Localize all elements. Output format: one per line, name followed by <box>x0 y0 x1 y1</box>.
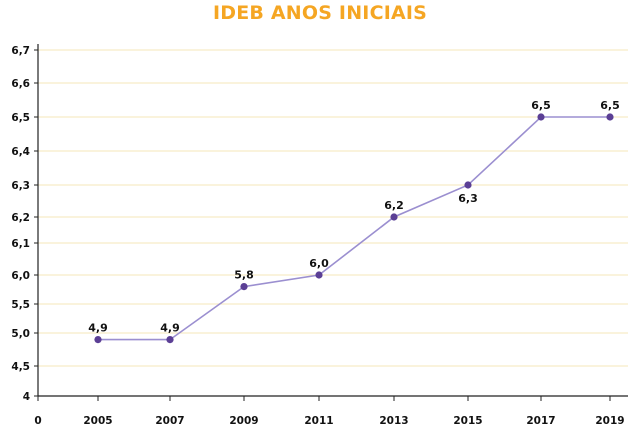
data-point <box>94 336 102 344</box>
y-tick-label: 6,6 <box>11 78 30 90</box>
data-label: 6,5 <box>531 99 551 112</box>
y-tick-label: 6,0 <box>11 270 30 282</box>
data-labels: 4,9 4,9 5,8 6,0 6,2 6,3 6,5 6,5 <box>88 99 620 335</box>
series <box>94 113 614 344</box>
x-tick-label: 2019 <box>595 415 624 427</box>
x-tick-label: 2005 <box>83 415 112 427</box>
y-tick-label: 6,4 <box>11 146 30 158</box>
data-label: 6,2 <box>384 199 404 212</box>
y-tick-label: 6,7 <box>11 45 30 57</box>
x-tick-label: 2007 <box>155 415 184 427</box>
x-tick-label: 2015 <box>453 415 482 427</box>
x-axis-ticks: 0 2005 2007 2009 2011 2013 2015 2017 2019 <box>34 396 625 427</box>
x-tick-label: 2013 <box>379 415 408 427</box>
x-tick-label: 2017 <box>526 415 555 427</box>
chart-title: IDEB ANOS INICIAIS <box>212 2 428 24</box>
y-tick-label: 6,1 <box>11 238 30 250</box>
axes <box>37 44 628 397</box>
gridlines <box>38 49 628 367</box>
data-label: 6,0 <box>309 257 329 270</box>
y-tick-label: 4,5 <box>11 361 30 373</box>
data-label: 4,9 <box>88 322 108 335</box>
data-point <box>240 283 248 291</box>
y-tick-label: 6,5 <box>11 112 30 124</box>
y-tick-label: 6,3 <box>11 180 30 192</box>
data-point <box>390 213 398 221</box>
y-tick-label: 5,5 <box>11 299 30 311</box>
x-origin-label: 0 <box>34 415 41 427</box>
y-axis-ticks: 4 4,5 5,0 5,5 6,0 6,1 6,2 6,3 6,4 6,5 6,6 6,7 <box>11 45 38 403</box>
y-tick-label: 6,2 <box>11 212 30 224</box>
data-point <box>166 336 174 344</box>
x-tick-label: 2009 <box>229 415 258 427</box>
y-tick-label: 4 <box>23 391 30 403</box>
series-line <box>98 116 610 341</box>
data-label: 6,3 <box>458 192 478 205</box>
data-point <box>464 181 472 189</box>
data-point <box>315 271 323 279</box>
data-label: 4,9 <box>160 322 180 335</box>
data-label: 5,8 <box>234 269 254 282</box>
y-tick-label: 5,0 <box>11 328 30 340</box>
x-tick-label: 2011 <box>304 415 333 427</box>
data-label: 6,5 <box>600 99 620 112</box>
data-point <box>606 113 614 121</box>
data-point <box>537 113 545 121</box>
